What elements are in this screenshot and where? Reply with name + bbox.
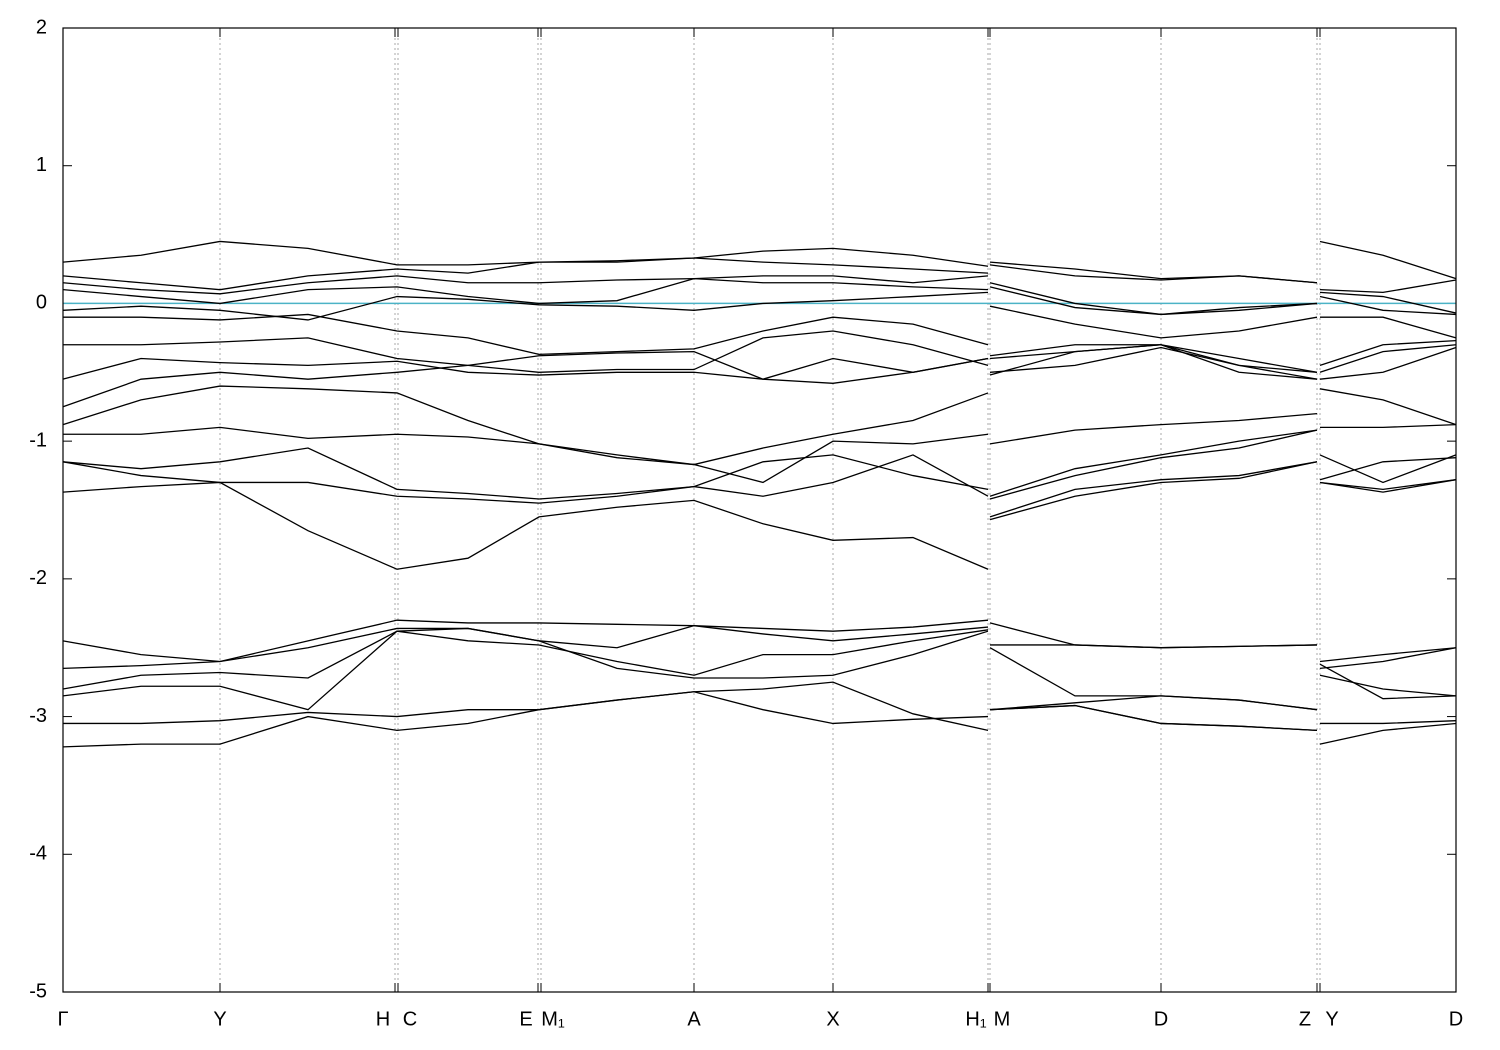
- x-tick-label: H₁: [965, 1008, 986, 1030]
- y-tick-label: -5: [29, 980, 47, 1002]
- x-tick-label: Γ: [57, 1008, 68, 1030]
- x-tick-label: Z: [1299, 1008, 1311, 1030]
- y-tick-label: -1: [29, 429, 47, 451]
- band-line: [62, 627, 1457, 711]
- band-line: [63, 681, 1457, 731]
- x-tick-label: M₁: [541, 1008, 565, 1030]
- band-line: [62, 454, 1457, 518]
- x-tick-label: D: [1449, 1008, 1463, 1030]
- x-tick-label: H: [376, 1008, 390, 1030]
- band-line: [62, 344, 1457, 426]
- y-tick-label: -2: [29, 567, 47, 589]
- band-line: [62, 625, 1457, 670]
- band-line: [63, 426, 1457, 497]
- x-tick-label: Y: [213, 1008, 226, 1030]
- x-tick-label: E: [519, 1008, 532, 1030]
- x-tick-label: D: [1154, 1008, 1168, 1030]
- band-line: [62, 291, 1457, 339]
- y-tick-label: 0: [36, 292, 47, 314]
- band-line: [62, 429, 1457, 500]
- y-tick-label: -4: [29, 843, 47, 865]
- band-line: [63, 330, 1457, 380]
- y-tick-label: 1: [36, 154, 47, 176]
- y-tick-label: -3: [29, 705, 47, 727]
- band-line: [62, 461, 1457, 570]
- band-line: [62, 277, 1457, 316]
- x-tick-label: C: [403, 1008, 417, 1030]
- band-line: [62, 346, 1457, 380]
- x-tick-label: Y: [1325, 1008, 1338, 1030]
- band-line: [63, 313, 1457, 373]
- band-line: [62, 691, 1457, 748]
- plot-frame: [62, 27, 1457, 993]
- y-tick-label: 2: [36, 16, 47, 38]
- band-line: [62, 257, 1457, 294]
- band-line: [62, 385, 1457, 466]
- x-tick-label: M: [994, 1008, 1011, 1030]
- x-tick-label: A: [687, 1008, 701, 1030]
- x-tick-label: X: [826, 1008, 839, 1030]
- band-line: [62, 629, 1457, 711]
